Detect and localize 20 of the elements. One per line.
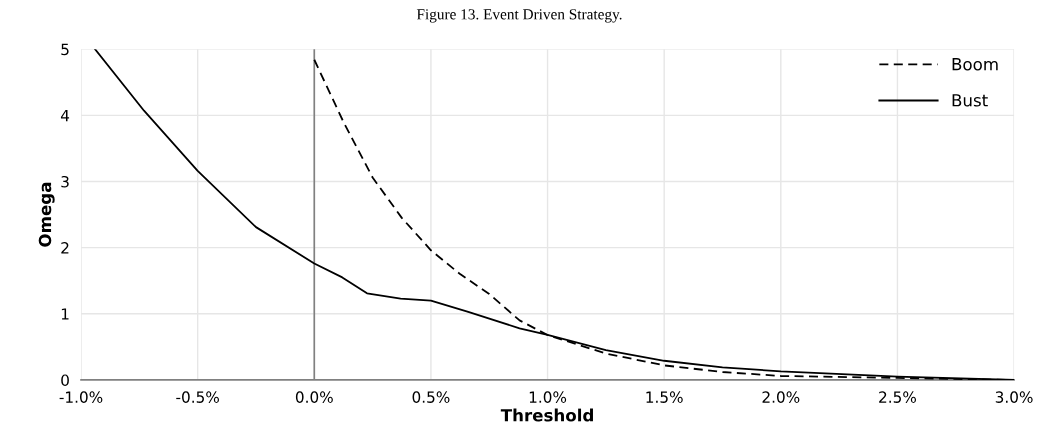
- x-tick-label: 3.0%: [995, 391, 1033, 403]
- y-tick-label: 5: [61, 43, 69, 56]
- legend-label: Bust: [952, 94, 988, 107]
- y-tick-label: 4: [60, 109, 70, 122]
- x-tick-label: 2.0%: [762, 391, 800, 403]
- x-tick-label: 2.5%: [879, 391, 916, 403]
- x-tick-label: 0.0%: [295, 391, 333, 403]
- chart-title: Figure 13. Event Driven Strategy.: [416, 9, 622, 23]
- x-tick-label: -1.0%: [59, 391, 103, 403]
- x-tick-label: 0.5%: [412, 391, 450, 403]
- y-tick-label: 0: [61, 374, 69, 386]
- legend-label: Boom: [952, 58, 998, 71]
- x-tick-label: 1.0%: [529, 391, 567, 403]
- x-tick-label: -0.5%: [176, 391, 219, 403]
- y-tick-label: 1: [61, 308, 69, 320]
- x-tick-label: 1.5%: [646, 391, 683, 403]
- y-axis-title: Omega: [38, 182, 55, 247]
- y-tick-label: 3: [61, 175, 69, 188]
- y-tick-label: 2: [61, 242, 69, 254]
- x-axis-title: Threshold: [500, 408, 593, 422]
